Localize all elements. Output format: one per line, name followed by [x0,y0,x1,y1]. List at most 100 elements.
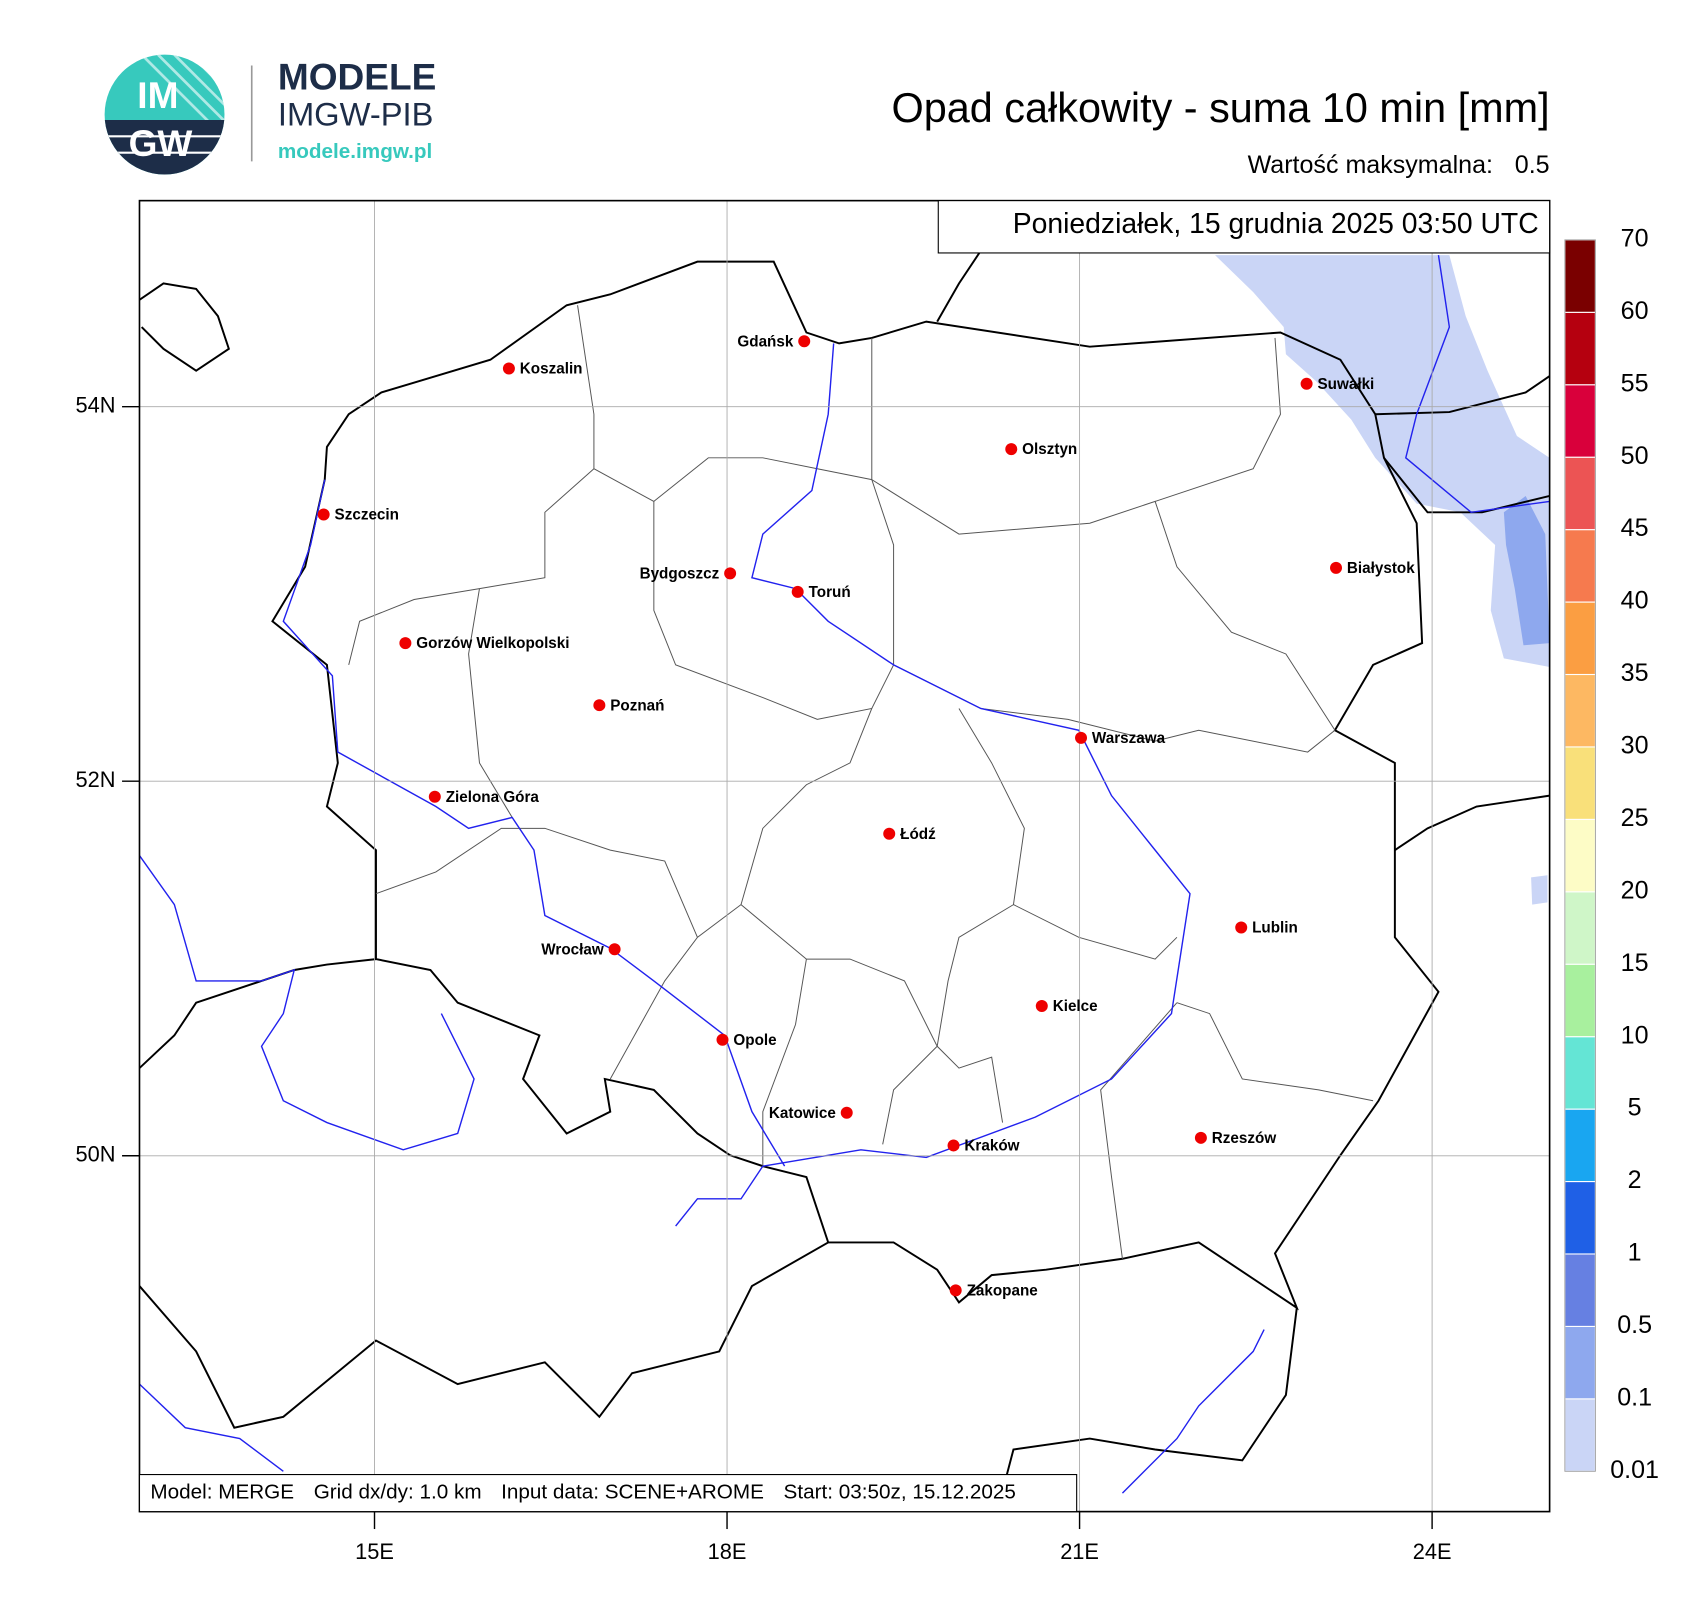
logo: IM GW MODELE IMGW-PIB modele.imgw.pl [104,54,436,175]
city-label: Szczecin [335,507,399,524]
borders [139,217,1550,1512]
colorbar-label: 2 [1628,1166,1642,1194]
colorbar-box [1564,963,1596,1038]
colorbar-box [1564,1108,1596,1183]
colorbar-label: 70 [1621,224,1649,252]
footer: Model: MERGE Grid dx/dy: 1.0 km Input data… [150,1481,1016,1504]
colorbar-label: 30 [1621,732,1649,760]
colorbar-box [1564,673,1596,748]
city-label: Lublin [1252,920,1298,937]
precip-area [1503,495,1550,646]
colorbar-label: 15 [1621,949,1649,977]
colorbar-label: 0.01 [1610,1456,1659,1484]
y-tick-label: 50N [76,1142,116,1167]
city-dot [317,508,330,521]
colorbar-box [1564,239,1596,313]
colorbar-box [1564,456,1596,531]
city-label: Zielona Góra [446,789,540,806]
city-dot [791,585,804,598]
title: Opad całkowity - suma 10 min [mm] [892,85,1550,131]
colorbar-box [1564,384,1596,458]
footer-item: Grid dx/dy: 1.0 km [314,1481,482,1504]
footer-item: Input data: SCENE+AROME [501,1481,764,1504]
x-tick-label: 24E [1413,1539,1452,1564]
colorbar-label: 1 [1628,1239,1642,1267]
y-tick-label: 54N [76,392,116,417]
max-value-label: Wartość maksymalna: [1248,150,1493,178]
colorbar-box [1564,1253,1596,1327]
city-dot [1075,731,1088,744]
colorbar-label: 40 [1621,587,1649,615]
city-dot [608,943,621,956]
max-value-number: 0.5 [1515,150,1550,178]
city-dot [1330,561,1343,574]
colorbar-box [1564,746,1596,820]
cities: Gdańsk Koszalin Szczecin Suwałki Olsztyn Biał… [317,333,1415,1300]
city-dot [1300,377,1313,390]
footer-item: Model: MERGE [150,1481,294,1504]
x-tick-label: 18E [708,1539,747,1564]
y-tick-label: 52N [76,767,116,792]
city-label: Poznań [610,697,664,714]
date: Poniedziałek, 15 grudnia 2025 03:50 UTC [1013,208,1539,240]
city-dot [716,1033,729,1046]
colorbar-label: 35 [1621,659,1649,687]
colorbar-box [1564,1036,1596,1110]
city-label: Łódź [900,826,936,843]
city-dot [1235,921,1248,934]
city-label: Wrocław [541,941,604,958]
rivers [139,255,1550,1494]
city-label: Kraków [964,1138,1019,1155]
precip-area [1215,255,1550,668]
precip-area [1531,875,1548,905]
colorbar-label: 60 [1621,297,1649,325]
city-dot [1194,1131,1207,1144]
colorbar-box [1564,1325,1596,1400]
colorbar-box [1564,1180,1596,1255]
date-box [937,200,1551,254]
grid [139,200,1550,1512]
city-label: Katowice [769,1105,836,1122]
city-dot [399,637,412,650]
colorbar-box [1564,891,1596,965]
colorbar-frame [1564,239,1596,1472]
colorbar-label: 25 [1621,804,1649,832]
footer-box [138,1474,1078,1513]
city-label: Gdańsk [737,333,793,350]
colorbar-box [1564,529,1596,603]
city-dot [798,335,811,348]
city-label: Białystok [1347,560,1415,577]
colorbar-box [1564,1398,1596,1472]
colorbar-label: 0.1 [1617,1383,1652,1411]
city-label: Olsztyn [1022,441,1077,458]
logo-name: MODELE [278,55,436,97]
city-label: Opole [733,1032,776,1049]
city-label: Zakopane [967,1283,1038,1300]
colorbar-label: 0.5 [1617,1311,1652,1339]
x-tick-label: 21E [1060,1539,1099,1564]
city-dot [949,1284,962,1297]
city-label: Rzeszów [1212,1130,1277,1147]
colorbar-label: 10 [1621,1021,1649,1049]
colorbar-label: 55 [1621,369,1649,397]
logo-mark: GW [129,122,193,164]
logo-mark: IM [137,74,178,116]
city-dot [593,699,606,712]
city-dot [502,362,515,375]
city-dot [840,1106,853,1119]
colorbar-label: 5 [1628,1094,1642,1122]
city-dot [1005,443,1018,456]
colorbar-box [1564,818,1596,893]
city-dot [947,1139,960,1152]
city-label: Bydgoszcz [640,565,720,582]
city-label: Toruń [809,584,851,601]
colorbar-label: 45 [1621,514,1649,542]
city-dot [883,827,896,840]
city-dot [724,567,737,580]
city-label: Suwałki [1318,376,1375,393]
city-label: Warszawa [1092,730,1166,747]
city-dot [428,790,441,803]
